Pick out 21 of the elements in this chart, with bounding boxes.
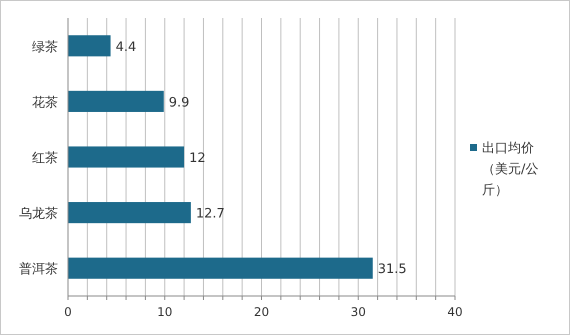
bar: [68, 146, 184, 168]
y-tick-label: 红茶: [32, 151, 58, 166]
data-label: 12.7: [196, 206, 225, 222]
y-tick-label: 普洱茶: [19, 261, 58, 278]
x-tick-label: 20: [254, 305, 270, 319]
bar: [68, 35, 111, 56]
x-tick-label: 40: [447, 305, 463, 319]
x-tick-label: 0: [64, 305, 72, 319]
x-tick-label: 10: [157, 305, 172, 319]
legend-label: 出口均价（美元/公斤）: [482, 141, 538, 198]
data-label: 4.4: [116, 40, 136, 55]
y-tick-label: 绿茶: [32, 40, 58, 55]
bar: [68, 202, 191, 224]
y-tick-label: 花茶: [32, 95, 58, 110]
bar: [68, 90, 164, 112]
data-label: 9.9: [168, 95, 190, 110]
bar: [68, 258, 373, 279]
data-label: 31.5: [378, 262, 407, 278]
y-tick-label: 乌龙茶: [19, 206, 58, 222]
data-label: 12: [189, 151, 206, 166]
x-tick-label: 30: [350, 305, 366, 319]
